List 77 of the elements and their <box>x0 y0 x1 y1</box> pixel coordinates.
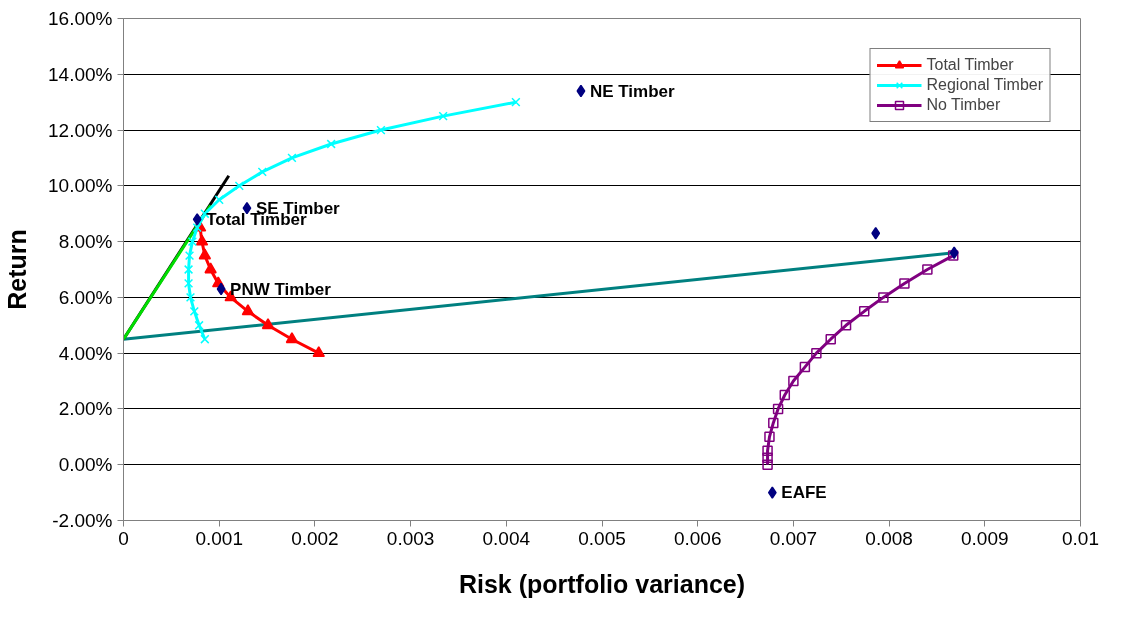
x-tick-label: 0.003 <box>386 527 435 549</box>
point <box>261 318 275 330</box>
y-tick-label: 12.00% <box>48 119 113 141</box>
point <box>242 201 252 215</box>
point <box>183 264 194 275</box>
y-tick-label: 6.00% <box>58 286 113 308</box>
x-tick-label: 0.004 <box>482 527 531 549</box>
y-tick-label: 8.00% <box>58 231 113 253</box>
point <box>878 292 889 303</box>
point <box>811 347 822 359</box>
legend-label: No Timber <box>926 96 1001 114</box>
point <box>198 248 212 260</box>
point <box>185 292 196 303</box>
point <box>922 264 933 275</box>
point <box>200 334 210 344</box>
y-tick-label: 4.00% <box>58 342 113 364</box>
point <box>788 375 799 387</box>
annotation: PNW Timber <box>230 279 332 299</box>
point <box>287 153 297 163</box>
legend-label: Regional Timber <box>926 76 1043 94</box>
x-tick-label: 0.005 <box>578 527 626 549</box>
point <box>949 246 959 260</box>
point <box>195 234 209 246</box>
point <box>840 320 852 331</box>
point <box>511 97 521 107</box>
point <box>216 282 226 296</box>
point <box>194 320 204 330</box>
y-tick-label: -2.00% <box>52 510 113 531</box>
point <box>192 223 202 233</box>
point <box>762 452 773 463</box>
point <box>858 306 870 317</box>
point <box>376 125 386 135</box>
point <box>241 304 255 316</box>
annotation: NE Timber <box>589 81 676 101</box>
point <box>899 278 910 289</box>
x-tick-label: 0.002 <box>291 527 339 549</box>
point <box>767 486 777 499</box>
point <box>871 226 881 240</box>
x-tick-label: 0.006 <box>673 527 722 549</box>
x-tick-label: 0.001 <box>195 527 243 549</box>
point <box>326 139 336 149</box>
point <box>312 346 325 358</box>
point <box>285 332 299 344</box>
x-tick-label: 0.007 <box>769 527 818 549</box>
point <box>438 111 448 121</box>
point <box>762 459 773 470</box>
point <box>214 195 224 205</box>
legend-label: Total Timber <box>926 56 1014 74</box>
point <box>184 250 195 261</box>
y-tick-label: 0.00% <box>58 454 113 476</box>
point <box>576 84 586 98</box>
annotation: EAFE <box>781 483 827 503</box>
x-tick-label: 0.008 <box>865 527 913 549</box>
point <box>825 333 836 345</box>
point <box>779 389 791 401</box>
point <box>192 213 202 226</box>
point <box>187 236 198 247</box>
x-tick-label: 0 <box>118 527 129 549</box>
y-tick-label: 14.00% <box>48 63 113 85</box>
point <box>762 445 773 457</box>
x-tick-label: 0.009 <box>961 527 1009 549</box>
y-tick-label: 16.00% <box>48 8 113 29</box>
y-tick-label: 2.00% <box>58 398 113 420</box>
point <box>257 167 267 177</box>
point <box>204 262 217 274</box>
point <box>799 361 811 373</box>
point <box>947 250 959 261</box>
y-axis-title: Return <box>3 229 32 310</box>
y-tick-label: 10.00% <box>48 175 113 197</box>
x-tick-label: 0.01 <box>1062 527 1099 549</box>
point <box>189 306 199 316</box>
point <box>234 181 244 191</box>
point <box>764 431 775 443</box>
x-axis-title: Risk (portfolio variance) <box>458 569 746 598</box>
point <box>772 403 784 415</box>
point <box>768 417 779 429</box>
point <box>183 278 194 289</box>
